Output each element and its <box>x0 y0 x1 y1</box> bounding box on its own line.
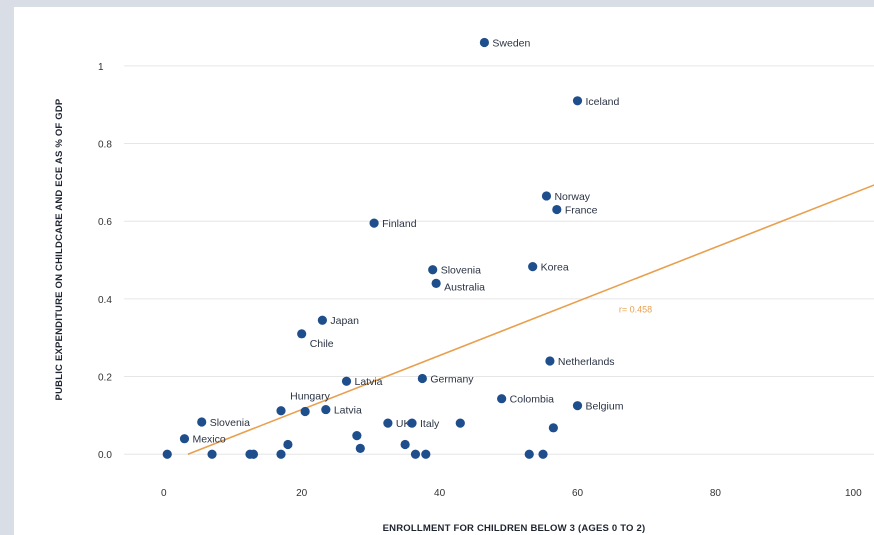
point-label: Latvia <box>355 376 383 388</box>
data-point <box>572 401 583 411</box>
data-points: Sweden Iceland Norway France Finland Slovenia… <box>162 37 624 459</box>
data-point <box>548 423 558 433</box>
x-tick-label: 20 <box>296 488 308 499</box>
x-tick-labels: 0 20 40 60 80 100 <box>161 488 862 499</box>
x-tick-label: 0 <box>161 488 167 499</box>
trend-line <box>187 184 874 455</box>
data-point <box>541 191 552 201</box>
y-tick-label: 0.4 <box>98 295 112 306</box>
y-tick-label: 0.0 <box>98 450 112 461</box>
data-point <box>207 449 217 459</box>
data-point <box>283 439 293 450</box>
y-tick-label: 0.8 <box>98 140 112 151</box>
point-label: Italy <box>420 418 440 430</box>
data-point <box>276 449 286 459</box>
y-axis-label: PUBLIC EXPENDITURE ON CHILDCARE AND ECE … <box>54 98 65 400</box>
data-point <box>369 218 379 228</box>
data-point <box>300 406 310 417</box>
point-label: Finland <box>382 218 417 230</box>
data-point <box>355 443 365 454</box>
data-point <box>545 356 555 366</box>
x-tick-label: 40 <box>434 488 446 499</box>
x-tick-label: 100 <box>845 488 862 499</box>
data-point <box>276 406 286 416</box>
scatter-plot: 0.0 0.2 0.4 0.6 0.8 1 0 20 40 60 80 100 r= 0.458 S… <box>54 37 874 534</box>
y-tick-label: 1 <box>98 62 104 73</box>
data-point <box>407 418 417 428</box>
point-label: Germany <box>430 373 474 385</box>
data-point <box>321 404 331 415</box>
point-label: Slovenia <box>441 265 481 277</box>
gridlines <box>124 65 874 455</box>
point-label: Belgium <box>586 401 624 413</box>
data-point <box>538 449 548 459</box>
point-label: Australia <box>444 281 485 293</box>
data-point <box>431 278 441 288</box>
point-label: Norway <box>554 191 590 203</box>
point-label: Iceland <box>586 96 620 108</box>
data-point <box>383 418 393 428</box>
data-point <box>179 434 190 444</box>
trend-annotation: r= 0.458 <box>619 304 652 314</box>
data-point <box>297 329 307 339</box>
y-tick-label: 0.2 <box>98 373 112 384</box>
data-point <box>317 315 327 325</box>
point-label: Netherlands <box>558 356 615 368</box>
chart-frame: 0.0 0.2 0.4 0.6 0.8 1 0 20 40 60 80 100 r= 0.458 S… <box>14 7 874 535</box>
data-point <box>197 417 207 427</box>
point-label: Chile <box>310 338 334 350</box>
point-label: UK <box>396 418 411 430</box>
data-point <box>455 418 465 428</box>
data-point <box>552 204 562 215</box>
data-point <box>410 449 421 459</box>
point-label: Korea <box>541 262 569 274</box>
data-point <box>162 449 172 459</box>
data-point <box>421 449 431 459</box>
data-point <box>400 439 410 450</box>
data-point <box>428 265 438 275</box>
data-point <box>524 449 534 459</box>
data-point <box>497 394 507 404</box>
point-label: Hungary <box>290 391 330 403</box>
y-tick-labels: 0.0 0.2 0.4 0.6 0.8 1 <box>98 62 112 461</box>
point-label: Sweden <box>492 38 530 50</box>
point-label: Slovenia <box>210 417 250 429</box>
point-label: Japan <box>330 315 359 327</box>
x-axis-label: ENROLLMENT FOR CHILDREN BELOW 3 (AGES 0 … <box>383 523 646 534</box>
data-point <box>352 430 362 441</box>
point-label: Colombia <box>510 394 555 406</box>
data-point <box>248 449 259 459</box>
x-tick-label: 60 <box>572 488 584 499</box>
point-label: France <box>565 205 598 217</box>
y-tick-label: 0.6 <box>98 217 112 228</box>
x-tick-label: 80 <box>710 488 722 499</box>
point-label: Latvia <box>334 405 362 417</box>
point-label: Mexico <box>192 434 225 446</box>
data-point <box>528 262 538 272</box>
data-point <box>417 373 427 384</box>
data-point <box>341 376 352 386</box>
data-point <box>572 96 583 106</box>
data-point <box>479 37 490 48</box>
